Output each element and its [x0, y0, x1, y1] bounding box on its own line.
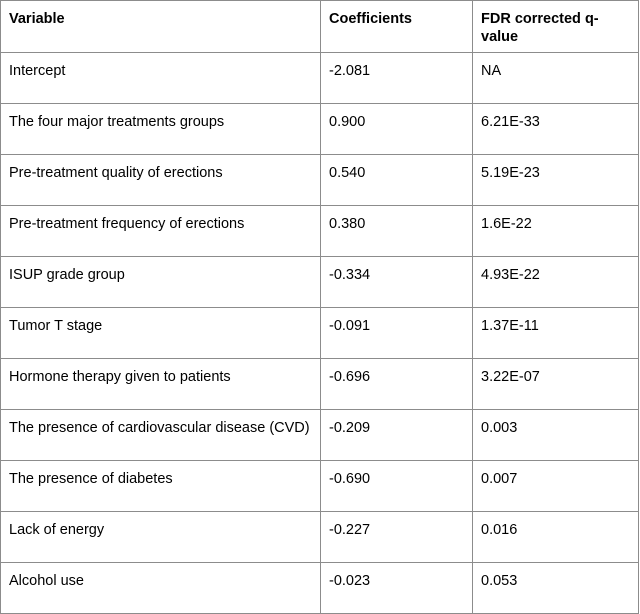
cell-q-value: 3.22E-07 [472, 358, 639, 411]
table-row: The presence of diabetes -0.690 0.007 [0, 460, 639, 513]
table-row: ISUP grade group -0.334 4.93E-22 [0, 256, 639, 309]
cell-q-value: 4.93E-22 [472, 256, 639, 309]
header-row: Variable Coefficients FDR corrected q-va… [0, 0, 639, 54]
cell-variable: ISUP grade group [0, 256, 321, 309]
cell-variable: Intercept [0, 52, 321, 105]
cell-coefficient: 0.540 [320, 154, 473, 207]
cell-coefficient: 0.380 [320, 205, 473, 258]
table-row: Alcohol use -0.023 0.053 [0, 562, 639, 614]
table-row: The presence of cardiovascular disease (… [0, 409, 639, 462]
column-header-coefficients: Coefficients [320, 0, 473, 54]
cell-q-value: 0.007 [472, 460, 639, 513]
table-row: Lack of energy -0.227 0.016 [0, 511, 639, 564]
cell-coefficient: -0.690 [320, 460, 473, 513]
table-row: Pre-treatment frequency of erections 0.3… [0, 205, 639, 258]
cell-q-value: 1.37E-11 [472, 307, 639, 360]
cell-coefficient: -0.091 [320, 307, 473, 360]
table-body: Intercept -2.081 NA The four major treat… [0, 52, 639, 614]
cell-variable: Lack of energy [0, 511, 321, 564]
table-row: Hormone therapy given to patients -0.696… [0, 358, 639, 411]
cell-q-value: 6.21E-33 [472, 103, 639, 156]
table-row: The four major treatments groups 0.900 6… [0, 103, 639, 156]
cell-coefficient: -0.696 [320, 358, 473, 411]
cell-coefficient: -0.023 [320, 562, 473, 614]
cell-variable: Hormone therapy given to patients [0, 358, 321, 411]
cell-coefficient: -0.227 [320, 511, 473, 564]
cell-q-value: 5.19E-23 [472, 154, 639, 207]
cell-coefficient: -0.334 [320, 256, 473, 309]
cell-q-value: 1.6E-22 [472, 205, 639, 258]
table-row: Intercept -2.081 NA [0, 52, 639, 105]
cell-variable: Alcohol use [0, 562, 321, 614]
cell-coefficient: -0.209 [320, 409, 473, 462]
cell-variable: The four major treatments groups [0, 103, 321, 156]
cell-q-value: 0.053 [472, 562, 639, 614]
table-header: Variable Coefficients FDR corrected q-va… [0, 0, 639, 54]
cell-coefficient: 0.900 [320, 103, 473, 156]
cell-coefficient: -2.081 [320, 52, 473, 105]
table-row: Tumor T stage -0.091 1.37E-11 [0, 307, 639, 360]
column-header-variable: Variable [0, 0, 321, 54]
cell-variable: Tumor T stage [0, 307, 321, 360]
cell-variable: The presence of cardiovascular disease (… [0, 409, 321, 462]
table-row: Pre-treatment quality of erections 0.540… [0, 154, 639, 207]
cell-q-value: 0.003 [472, 409, 639, 462]
cell-variable: Pre-treatment quality of erections [0, 154, 321, 207]
column-header-q-value: FDR corrected q-value [472, 0, 639, 54]
cell-q-value: NA [472, 52, 639, 105]
cell-variable: Pre-treatment frequency of erections [0, 205, 321, 258]
cell-q-value: 0.016 [472, 511, 639, 564]
cell-variable: The presence of diabetes [0, 460, 321, 513]
